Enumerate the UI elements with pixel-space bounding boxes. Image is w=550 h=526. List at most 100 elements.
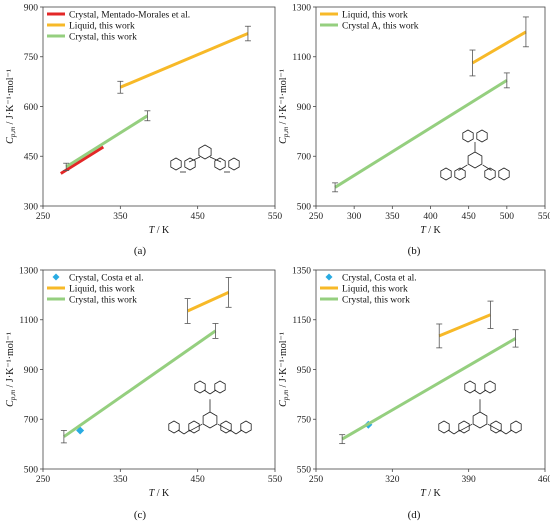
y-tick-label: 500: [297, 202, 312, 212]
y-tick-label: 1150: [292, 316, 311, 326]
y-tick-label: 750: [297, 416, 312, 426]
structure-bond: [209, 156, 222, 163]
structure-bond: [189, 423, 203, 432]
series-line-2: [438, 313, 492, 338]
structure-bond: [499, 429, 507, 435]
structure-bond: [459, 423, 473, 432]
structure-ring: [240, 420, 252, 434]
x-tick-label: 550: [538, 212, 550, 222]
structure-ring: [202, 411, 218, 429]
legend-label: Liquid, this work: [69, 21, 135, 31]
x-axis-label: T / K: [149, 488, 170, 499]
structure-bond: [209, 389, 217, 395]
x-tick-label: 350: [385, 212, 400, 222]
structure-ring: [214, 157, 226, 171]
structure-ring: [462, 129, 474, 143]
legend-label: Liquid, this work: [69, 284, 135, 294]
structure-ring: [198, 144, 212, 160]
structure-ring: [484, 167, 496, 181]
panel-label: (d): [408, 509, 421, 521]
structure-ring: [220, 420, 232, 434]
structure-ring: [510, 420, 522, 434]
structure-ring: [458, 420, 470, 434]
x-tick-label: 460: [538, 475, 550, 485]
x-tick-label: 250: [36, 475, 51, 485]
structure-ring: [170, 157, 182, 171]
x-tick-label: 320: [385, 475, 400, 485]
legend-label: Crystal, Costa et al.: [69, 273, 144, 283]
y-tick-label: 1100: [292, 53, 311, 63]
panel-label: (c): [134, 509, 147, 521]
x-tick-label: 550: [268, 475, 283, 485]
legend-label: Liquid, this work: [342, 284, 408, 294]
structure-bond: [177, 429, 185, 435]
structure-bond: [447, 429, 455, 435]
series-line-3: [341, 337, 517, 441]
molecule-structure: [440, 129, 510, 181]
y-tick-label: 900: [24, 366, 39, 376]
structure-ring: [440, 167, 452, 181]
y-axis-label: Cp,m / J·K⁻¹·mol⁻¹: [5, 332, 17, 407]
structure-bond: [482, 164, 492, 171]
x-axis-label: T / K: [149, 225, 170, 236]
structure-ring: [184, 157, 196, 171]
x-tick-label: 250: [309, 475, 324, 485]
structure-bond: [458, 164, 468, 171]
structure-ring: [484, 380, 496, 394]
structure-ring: [228, 157, 240, 171]
legend-label: Crystal, this work: [69, 32, 137, 42]
structure-ring: [168, 420, 180, 434]
x-tick-label: 400: [423, 212, 438, 222]
y-tick-label: 750: [24, 53, 39, 63]
structure-bond: [229, 429, 237, 435]
legend-label: Crystal, Costa et al.: [342, 273, 417, 283]
y-tick-label: 900: [297, 103, 312, 113]
chart-panel-2: 250 300 350 400 450 500 550 500 700 900 1100 1300 T …: [278, 3, 550, 257]
legend-marker: [52, 273, 60, 281]
structure-bond: [183, 429, 191, 435]
structure-bond: [487, 423, 501, 432]
x-axis-label: T / K: [420, 225, 441, 236]
x-tick-label: 390: [462, 475, 477, 485]
structure-ring: [454, 167, 466, 181]
y-tick-label: 500: [24, 465, 39, 475]
legend-label: Crystal, Mentado-Morales et al.: [69, 10, 190, 20]
structure-ring: [476, 129, 488, 143]
x-tick-label: 500: [500, 212, 515, 222]
y-tick-label: 700: [24, 416, 39, 426]
x-tick-label: 450: [191, 212, 206, 222]
structure-bond: [203, 389, 211, 395]
legend-label: Crystal A, this work: [342, 21, 419, 31]
x-tick-label: 250: [36, 212, 51, 222]
structure-bond: [505, 429, 513, 435]
legend-label: Liquid, this work: [342, 10, 408, 20]
y-tick-label: 1300: [292, 3, 311, 13]
x-tick-label: 350: [113, 212, 128, 222]
chart-panel-3: 250 350 450 550 500 700 900 1100 1300 T / K Cp,m /…: [5, 266, 282, 521]
series-line-2: [334, 79, 508, 189]
legend-marker: [325, 273, 333, 281]
structure-ring: [438, 420, 450, 434]
y-tick-label: 550: [297, 465, 312, 475]
structure-bond: [188, 156, 201, 163]
y-tick-label: 1100: [19, 316, 38, 326]
y-tick-label: 1350: [292, 266, 311, 276]
series-line-3: [65, 114, 149, 169]
x-tick-label: 300: [347, 212, 362, 222]
panel-label: (a): [134, 245, 147, 257]
molecule-structure: [170, 144, 240, 173]
x-axis-label: T / K: [420, 488, 441, 499]
x-tick-label: 550: [268, 212, 283, 222]
structure-bond: [479, 389, 487, 395]
chart-panel-4: 250 320 390 460 550 750 950 1150 1350 T / K Cp,m /…: [278, 266, 550, 521]
x-tick-label: 450: [462, 212, 477, 222]
series-line-2: [186, 291, 230, 313]
structure-ring: [467, 151, 483, 169]
y-tick-label: 300: [24, 202, 39, 212]
legend-label: Crystal, this work: [69, 295, 137, 305]
y-tick-label: 450: [24, 153, 39, 163]
structure-ring: [490, 420, 502, 434]
structure-ring: [194, 380, 206, 394]
panel-label: (b): [408, 245, 421, 257]
